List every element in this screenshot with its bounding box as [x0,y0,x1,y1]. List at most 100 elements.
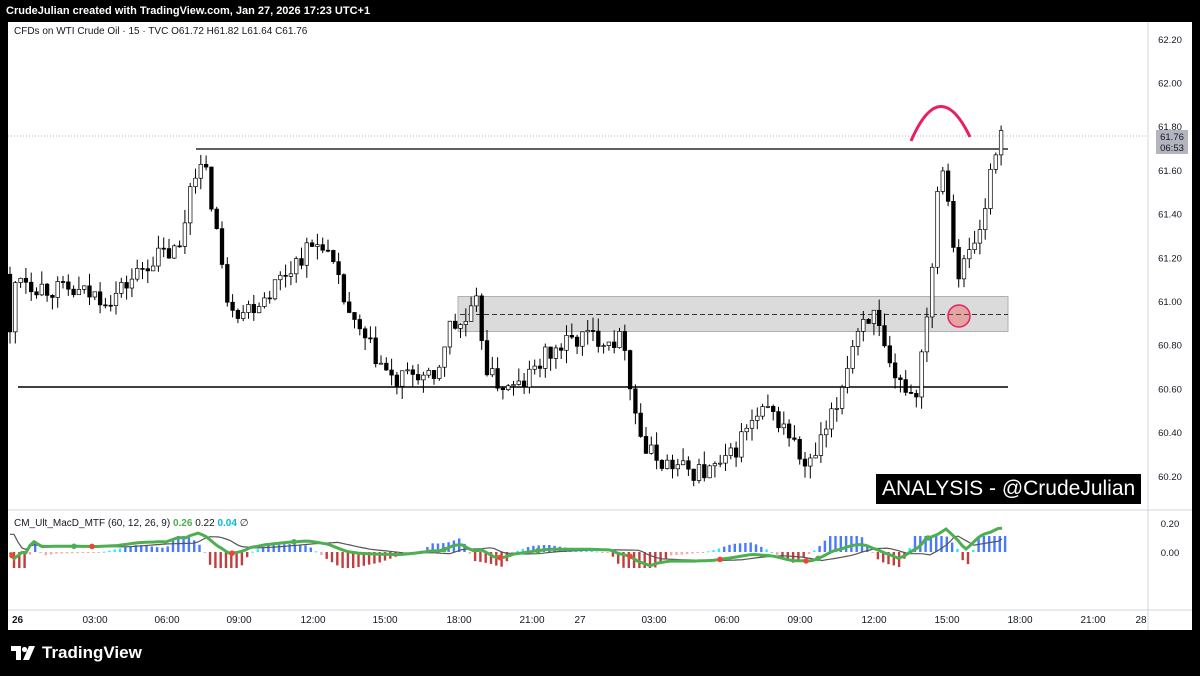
macd-histogram-bar [733,543,736,552]
rejection-arc [909,105,972,142]
candle-body [294,258,299,275]
candle-body [818,434,824,456]
macd-histogram-bar [929,536,933,552]
candle-body [739,431,744,458]
candle-body [564,335,569,351]
candle-body [479,295,484,341]
y-tick-label: 60.20 [1158,472,1182,483]
candle-body [590,330,596,332]
candle-body [267,297,272,300]
candle-body [585,330,590,333]
candle-body [458,324,463,329]
retest-circle [947,304,971,328]
candle-body [977,229,983,244]
macd-histogram-bar [961,552,964,561]
x-tick-label: 06:00 [154,615,179,626]
candle-body [521,380,527,388]
macd-histogram-bar [256,549,259,552]
macd-histogram-bar [267,545,270,552]
macd-cross-dot [229,550,235,557]
candle-body [156,247,161,267]
candle-body [315,244,320,247]
macd-histogram-bar [87,552,90,553]
macd-histogram-bar [781,552,784,558]
macd-histogram-bar [362,552,365,566]
macd-histogram-bar [193,540,196,552]
price-tag-countdown: 06:53 [1160,143,1184,154]
macd-histogram-bar [924,536,927,552]
y-tick-label: 60.80 [1158,341,1182,352]
macd-histogram-bar [129,546,132,552]
macd-histogram-bar [489,552,493,564]
candle-body [135,268,140,280]
price-chart[interactable]: 62.20 62.00 61.80 61.60 61.40 61.20 61.00 60.80… [7,22,1192,630]
candle-body [892,362,898,379]
macd-histogram-bar [643,552,646,568]
macd-histogram-bar [680,552,683,555]
macd-histogram-bar [76,552,79,554]
candle-body [972,242,977,250]
candle-body [924,316,930,353]
candle-body [574,336,580,347]
candle-body [643,436,649,454]
candle-body [686,460,691,470]
y-tick-label: 61.00 [1158,297,1182,308]
candle-body [384,362,389,371]
candle-body [209,166,214,210]
macd-histogram-bar [654,552,657,568]
macd-histogram-bar [691,552,694,554]
macd-histogram-bar [813,550,816,552]
candle-body [39,283,44,296]
macd-histogram-bar [336,552,339,566]
candle-body [500,387,506,391]
candle-body [527,368,532,388]
macd-histogram-bar [198,544,201,552]
macd-histogram-bar [659,552,662,563]
macd-histogram-bar [871,552,874,553]
tradingview-brand: TradingView [42,643,142,662]
candles [7,125,1004,487]
candle-body [219,228,225,265]
candle-body [272,279,278,300]
macd-cross-dot [535,547,541,554]
macd-histogram-bar [675,552,678,555]
candle-body [389,369,394,376]
candle-body [776,411,781,429]
macd-histogram-bar [876,552,880,560]
macd-histogram-bar [532,545,535,552]
candle-body [580,331,585,347]
macd-histogram-bar [155,547,159,552]
macd-histogram-bar [468,552,471,554]
macd-histogram-bar [972,549,975,552]
macd-histogram-bar [330,552,334,563]
candle-body [988,168,993,209]
candle-body [559,347,564,351]
candle-body [362,328,368,339]
candle-body [596,330,601,347]
candle-body [474,295,479,307]
macd-cross-dot [717,556,723,563]
candle-body [532,365,537,370]
macd-histogram-bar [897,552,901,568]
candle-body [718,462,723,465]
candle-body [166,248,172,259]
candle-body [951,200,956,248]
x-tick-label: 26 [12,615,24,626]
macd-histogram-bar [108,550,111,552]
candle-body [203,163,209,168]
macd-histogram-bar [55,552,58,554]
candle-body [373,337,378,365]
macd-histogram-bar [648,552,652,568]
legend-high: H61.82 [206,26,239,37]
macd-histogram-bar [993,536,996,552]
x-tick-label: 21:00 [519,615,544,626]
x-tick-label: 15:00 [934,615,959,626]
macd-histogram-bar [797,552,800,560]
macd-histogram-bar [288,544,291,552]
macd-histogram-bar [92,552,95,553]
macd-cross-dot [89,543,95,550]
candle-body [140,268,145,270]
y-tick-label: 61.20 [1158,253,1182,264]
macd-histogram-bar [277,544,281,552]
macd-histogram-bar [760,546,763,552]
